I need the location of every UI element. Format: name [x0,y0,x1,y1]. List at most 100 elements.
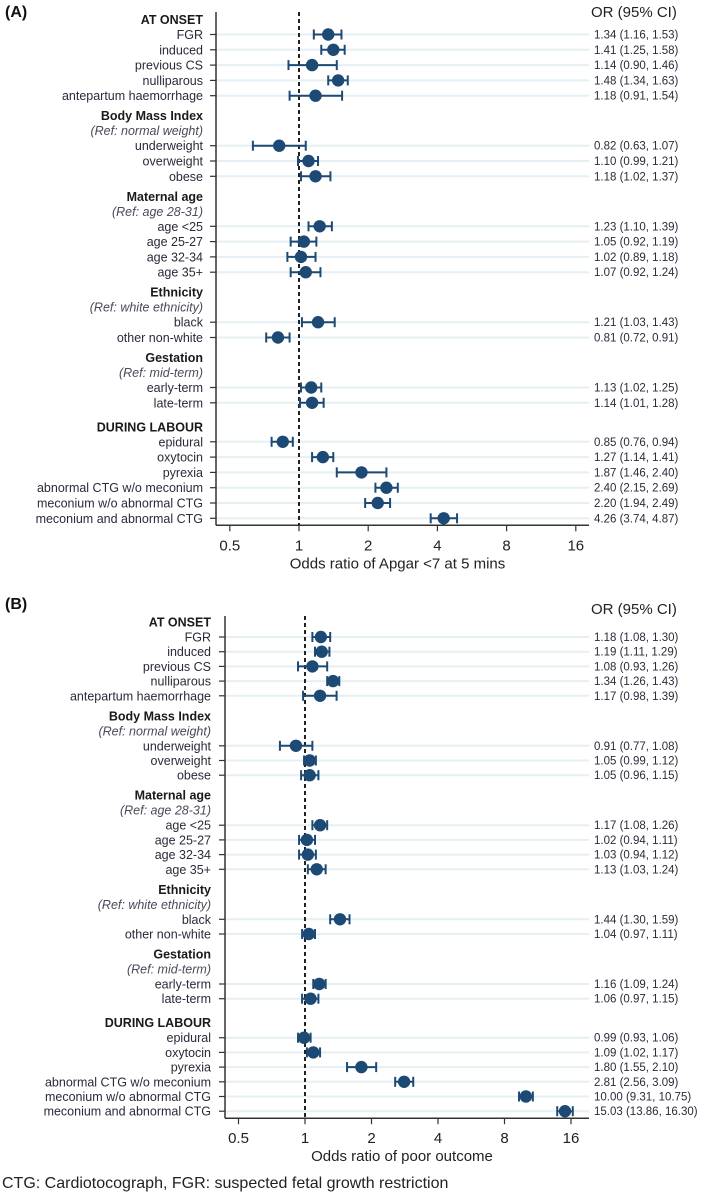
x-axis-label: Odds ratio of poor outcome [311,1148,493,1165]
or-ci-value: 4.26 (3.74, 4.87) [594,513,679,525]
row-label: abnormal CTG w/o meconium [37,481,203,495]
group-header: Body Mass Index [101,109,203,123]
or-ci-value: 2.40 (2.15, 2.69) [594,483,679,495]
odds-ratio-point [355,466,368,479]
group-header: Maternal age [127,190,203,204]
row-label: previous CS [143,660,211,674]
odds-ratio-point [271,331,285,344]
odds-ratio-point [371,496,384,510]
group-header: Gestation [145,351,203,365]
group-header: AT ONSET [141,13,204,27]
or-ci-value: 1.10 (0.99, 1.21) [594,156,679,168]
row-label: meconium and abnormal CTG [36,512,203,526]
or-ci-value: 1.34 (1.16, 1.53) [594,30,679,42]
row-label: age <25 [157,220,203,234]
x-tick-label: 4 [434,1130,442,1147]
row-label: other non-white [117,331,203,345]
row-label: early-term [155,978,211,992]
or-ci-value: 1.48 (1.34, 1.63) [594,75,679,87]
odds-ratio-point [313,689,327,702]
or-ci-value: 0.82 (0.63, 1.07) [594,141,679,153]
row-label: age 25-27 [155,833,211,847]
x-tick-label: 4 [433,537,441,554]
odds-ratio-point [302,154,315,168]
row-label: abnormal CTG w/o meconium [45,1075,211,1089]
group-reference-note: (Ref: age 28-31) [112,205,203,219]
row-label: induced [159,43,203,57]
or-ci-value: 1.41 (1.25, 1.58) [594,45,679,57]
row-label: overweight [151,754,212,768]
group-reference-note: (Ref: mid-term) [127,963,211,977]
odds-ratio-point [311,316,325,329]
odds-ratio-point [309,170,322,183]
or-ci-value: 1.02 (0.89, 1.18) [594,252,679,264]
or-ci-value: 1.34 (1.26, 1.43) [594,676,679,688]
odds-ratio-point [331,74,345,87]
odds-ratio-point [305,396,319,409]
odds-ratio-point [355,1060,368,1074]
odds-ratio-point [299,266,312,279]
odds-ratio-point [276,435,289,448]
or-ci-value: 1.18 (1.08, 1.30) [594,632,679,644]
or-ci-value: 1.17 (0.98, 1.39) [594,691,679,703]
or-ci-value: 0.99 (0.93, 1.06) [594,1033,679,1045]
odds-ratio-point [519,1090,533,1103]
odds-ratio-point [294,250,308,264]
odds-ratio-point [300,833,314,847]
row-label: obese [177,769,211,783]
or-ci-value: 1.18 (1.02, 1.37) [594,171,679,183]
odds-ratio-point [397,1075,411,1089]
row-label: age 32-34 [155,848,211,862]
row-label: overweight [143,155,204,169]
or-ci-value: 1.07 (0.92, 1.24) [594,267,679,279]
or-ci-value: 1.05 (0.99, 1.12) [594,756,679,768]
row-label: FGR [177,28,203,42]
group-header: DURING LABOUR [97,420,203,434]
row-label: black [174,316,204,330]
or-ci-value: 1.13 (1.03, 1.24) [594,864,679,876]
row-label: obese [169,170,203,184]
row-label: age 35+ [165,863,211,877]
x-tick-label: 2 [364,537,372,554]
row-label: underweight [143,739,212,753]
group-reference-note: (Ref: normal weight) [98,724,211,738]
x-tick-label: 0.5 [219,537,240,554]
or-ci-value: 1.21 (1.03, 1.43) [594,317,679,329]
odds-ratio-point [558,1105,572,1118]
or-ci-value: 1.14 (0.90, 1.46) [594,60,679,72]
odds-ratio-point [316,450,330,464]
or-ci-value: 1.27 (1.14, 1.41) [594,452,679,464]
row-label: age 25-27 [147,235,203,249]
group-header: DURING LABOUR [105,1016,211,1030]
row-label: oxytocin [157,451,203,465]
odds-ratio-point [313,977,326,991]
group-header: Ethnicity [150,286,203,300]
row-label: antepartum haemorrhage [62,89,203,103]
or-ci-value: 15.03 (13.86, 16.30) [594,1106,698,1118]
group-reference-note: (Ref: normal weight) [90,124,203,138]
or-ci-value: 1.16 (1.09, 1.24) [594,979,679,991]
row-label: nulliparous [151,675,211,689]
group-reference-note: (Ref: white ethnicity) [98,898,211,912]
x-tick-label: 16 [563,1130,580,1147]
odds-ratio-point [289,739,303,752]
odds-ratio-point [315,645,328,658]
x-tick-label: 8 [500,1130,508,1147]
or-ci-value: 1.17 (1.08, 1.26) [594,820,679,832]
odds-ratio-point [305,381,318,394]
row-label: induced [167,645,211,659]
row-label: antepartum haemorrhage [70,689,211,703]
group-header: Ethnicity [158,883,211,897]
row-label: epidural [167,1031,211,1045]
odds-ratio-point [333,913,347,926]
row-label: black [182,913,212,927]
footnote: CTG: Cardiotocograph, FGR: suspected fet… [2,1175,448,1192]
odds-ratio-point [327,43,340,56]
odds-ratio-point [310,863,323,876]
odds-ratio-point [380,481,393,494]
row-label: pyrexia [163,466,203,480]
odds-ratio-point [314,630,328,644]
or-ci-value: 1.02 (0.94, 1.11) [594,835,678,847]
or-ci-value: 1.03 (0.94, 1.12) [594,850,679,862]
group-header: Gestation [153,948,211,962]
